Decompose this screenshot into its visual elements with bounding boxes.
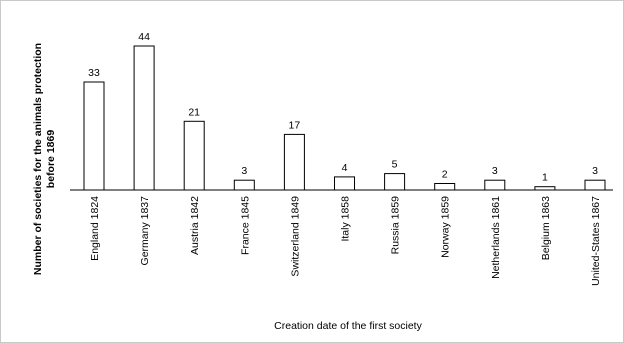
x-tick-label: Germany 1837: [139, 196, 151, 266]
x-tick-label: Netherlands 1861: [490, 196, 502, 279]
x-tick-label: Italy 1858: [340, 196, 352, 242]
data-label: 4: [342, 162, 348, 174]
data-label: 3: [241, 165, 247, 177]
x-tick-label: United-States 1867: [590, 196, 602, 286]
x-axis-label: Creation date of the first society: [274, 320, 422, 332]
data-label: 5: [392, 159, 398, 171]
data-labels: 33 44 21 3 17 4 5 2 3 1 3: [88, 31, 598, 184]
data-label: 1: [542, 172, 548, 184]
y-axis-label-line-2: before 1869: [45, 130, 57, 189]
bar-norway-1859: [434, 183, 456, 191]
data-label: 3: [492, 165, 498, 177]
data-label: 3: [592, 165, 598, 177]
bar-france-1845: [233, 179, 255, 191]
x-tick-label: France 1845: [239, 196, 251, 255]
data-label: 21: [188, 106, 200, 118]
x-tick-label: England 1824: [89, 196, 101, 261]
x-tick-label: Switzerland 1849: [289, 196, 301, 277]
data-label: 2: [442, 169, 448, 181]
bar-switzerland-1849: [283, 133, 305, 191]
bar-russia-1859: [384, 173, 406, 191]
data-label: 17: [289, 119, 301, 131]
x-tick-label: Austria 1842: [189, 196, 201, 255]
bar-germany-1837: [133, 45, 155, 191]
bar-united-states-1867: [584, 179, 606, 191]
y-axis-label-line-1: Number of societies for the animals prot…: [32, 43, 44, 275]
x-tick-label: Belgium 1863: [540, 196, 552, 260]
bar-netherlands-1861: [484, 179, 506, 191]
bar-austria-1842: [183, 120, 205, 191]
bar-italy-1858: [334, 176, 355, 191]
x-tick-label: Russia 1859: [390, 196, 402, 255]
x-tick-label: Norway 1859: [440, 196, 452, 258]
data-label: 33: [88, 67, 100, 79]
bar-england-1824: [83, 81, 105, 191]
x-tick-labels: England 1824 Germany 1837 Austria 1842 Fran…: [89, 196, 602, 286]
y-axis-label: Number of societies for the animals prot…: [32, 43, 57, 275]
data-label: 44: [138, 31, 150, 43]
